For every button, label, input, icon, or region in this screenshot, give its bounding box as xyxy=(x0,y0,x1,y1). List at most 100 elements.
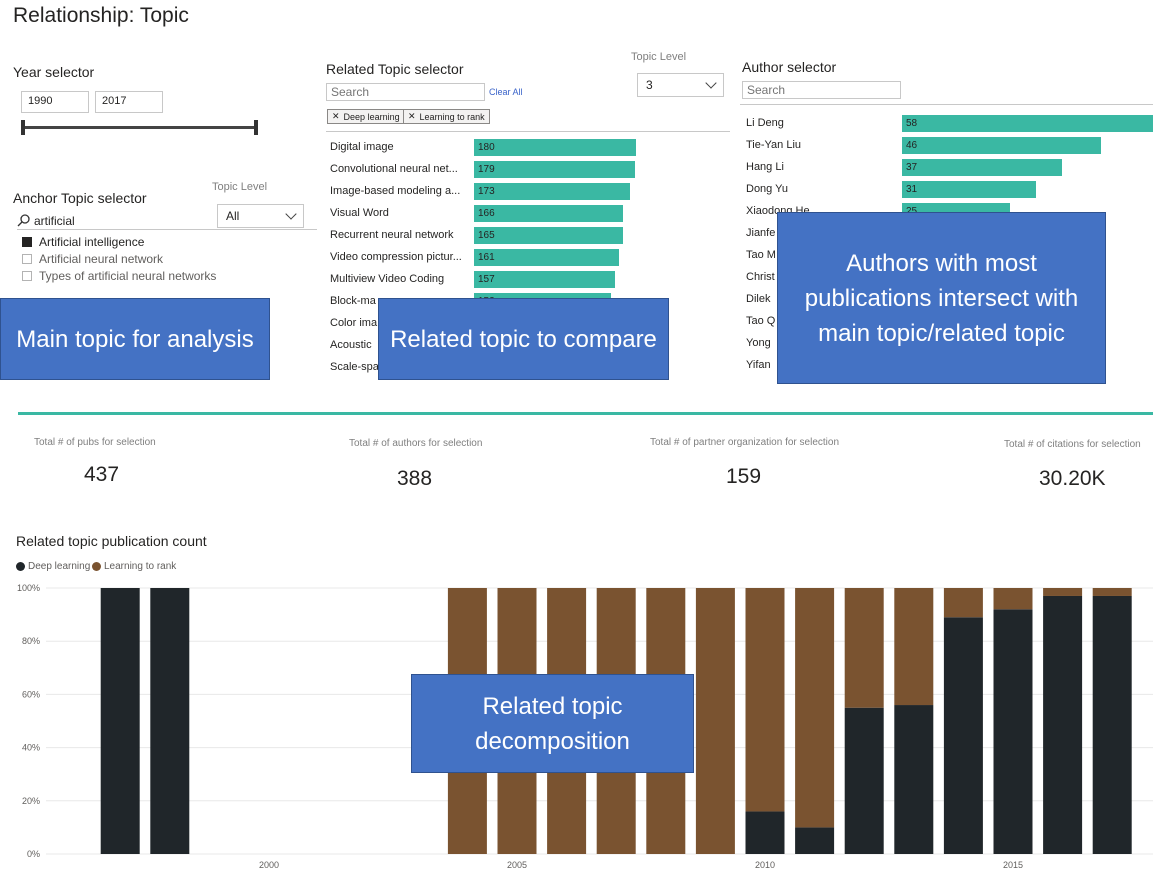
year-slider-start-handle[interactable] xyxy=(21,120,25,135)
bar-list-row[interactable]: Recurrent neural network 165 xyxy=(330,224,730,246)
close-icon[interactable]: ✕ xyxy=(332,111,340,121)
bar-deep-learning[interactable] xyxy=(993,609,1033,854)
x-tick-label: 2015 xyxy=(1003,860,1023,870)
checkbox[interactable] xyxy=(22,253,32,264)
bar-list-label: Multiview Video Coding xyxy=(330,273,445,285)
bar-deep-learning[interactable] xyxy=(1043,595,1083,854)
bar-learning-to-rank[interactable] xyxy=(695,588,735,854)
bar-list-row[interactable]: Digital image 180 xyxy=(330,136,730,158)
bar-list-row[interactable]: Image-based modeling a... 173 xyxy=(330,180,730,202)
bar-list-bar: 58 xyxy=(902,114,1153,132)
bar-list-label: Scale-spa xyxy=(330,361,379,373)
bar-list-label: Acoustic xyxy=(330,339,372,351)
bar-learning-to-rank[interactable] xyxy=(745,588,785,812)
bar-deep-learning[interactable] xyxy=(795,827,835,854)
legend-learning-to-rank[interactable]: Learning to rank xyxy=(92,561,176,572)
clear-all-link[interactable]: Clear All xyxy=(489,87,523,97)
year-slider-end-handle[interactable] xyxy=(254,120,258,135)
related-topic-level-dropdown[interactable]: 3 xyxy=(637,73,724,97)
year-slider-track[interactable] xyxy=(22,126,257,129)
year-from-input[interactable]: 1990 xyxy=(21,91,89,113)
bar-list-label: Digital image xyxy=(330,141,394,153)
stacked-bar-chart[interactable]: 0% 20% 40% 60% 80% 100% 2000 2005 2010 2015 xyxy=(0,578,1153,879)
bar-list-label: Dilek xyxy=(746,293,771,305)
kpi-orgs-value: 159 xyxy=(726,465,762,488)
bar-deep-learning[interactable] xyxy=(1092,595,1132,854)
x-tick-label: 2000 xyxy=(259,860,279,870)
section-separator xyxy=(18,412,1153,415)
bar-learning-to-rank[interactable] xyxy=(943,588,983,618)
anchor-topic-level-dropdown[interactable]: All xyxy=(217,204,304,228)
bar-learning-to-rank[interactable] xyxy=(1092,588,1132,596)
bar-list-row[interactable]: Visual Word 166 xyxy=(330,202,730,224)
bar-list-bar: 173 xyxy=(474,182,630,200)
legend-deep-learning[interactable]: Deep learning xyxy=(16,561,90,572)
search-icon xyxy=(17,214,30,227)
bar-list-row[interactable]: Tie-Yan Liu 46 xyxy=(746,134,1153,156)
bar-list-row[interactable]: Dong Yu 31 xyxy=(746,178,1153,200)
legend-label: Deep learning xyxy=(28,561,91,572)
annotation-authors: Authors with most publications intersect… xyxy=(777,212,1106,384)
bar-list-row[interactable]: Li Deng 58 xyxy=(746,112,1153,134)
kpi-authors-label: Total # of authors for selection xyxy=(349,438,483,449)
bar-list-bar: 157 xyxy=(474,270,615,288)
close-icon[interactable]: ✕ xyxy=(408,111,416,121)
bar-list-bar: 46 xyxy=(902,136,1101,154)
chart-title: Related topic publication count xyxy=(16,533,207,549)
related-topic-level-label: Topic Level xyxy=(631,51,687,63)
bar-deep-learning[interactable] xyxy=(844,707,884,854)
chip-deep-learning[interactable]: ✕ Deep learning xyxy=(327,109,405,124)
bar-list-label: Christ xyxy=(746,271,775,283)
bar-list-row[interactable]: Video compression pictur... 161 xyxy=(330,246,730,268)
bar-list-label: Image-based modeling a... xyxy=(330,185,461,197)
anchor-topic-search-value: artificial xyxy=(34,213,75,228)
y-tick-label: 20% xyxy=(22,796,40,806)
y-tick-label: 0% xyxy=(27,849,40,859)
bar-list-label: Yifan xyxy=(746,359,771,371)
kpi-pubs-value: 437 xyxy=(84,463,120,486)
anchor-topic-item[interactable]: Types of artificial neural networks xyxy=(22,267,216,284)
bar-list-label: Block-ma xyxy=(330,295,376,307)
anchor-topic-level-label: Topic Level xyxy=(212,181,268,193)
bar-learning-to-rank[interactable] xyxy=(844,588,884,708)
anchor-topic-list: Artificial intelligence Artificial neural… xyxy=(22,233,216,284)
bar-list-row[interactable]: Convolutional neural net... 179 xyxy=(330,158,730,180)
legend-label: Learning to rank xyxy=(104,561,177,572)
bar-deep-learning[interactable] xyxy=(894,705,934,854)
bar-list-row[interactable]: Hang Li 37 xyxy=(746,156,1153,178)
bar-learning-to-rank[interactable] xyxy=(993,588,1033,610)
chip-learning-to-rank[interactable]: ✕ Learning to rank xyxy=(403,109,490,124)
bar-list-bar: 161 xyxy=(474,248,619,266)
bar-deep-learning[interactable] xyxy=(150,588,190,854)
bar-list-bar: 31 xyxy=(902,180,1036,198)
anchor-topic-level-value: All xyxy=(226,209,240,223)
related-topic-search-input[interactable] xyxy=(326,83,485,101)
bar-list-label: Visual Word xyxy=(330,207,389,219)
author-search-input[interactable] xyxy=(742,81,901,99)
bar-learning-to-rank[interactable] xyxy=(894,588,934,706)
bar-list-row[interactable]: Multiview Video Coding 157 xyxy=(330,268,730,290)
anchor-topic-search[interactable]: artificial xyxy=(17,212,317,230)
bar-learning-to-rank[interactable] xyxy=(795,588,835,828)
page-title: Relationship: Topic xyxy=(13,4,189,27)
anchor-topic-item[interactable]: Artificial neural network xyxy=(22,250,216,267)
bar-list-bar: 180 xyxy=(474,138,636,156)
bar-deep-learning[interactable] xyxy=(100,588,140,854)
bar-deep-learning[interactable] xyxy=(943,617,983,854)
annotation-related-topic: Related topic to compare xyxy=(378,298,669,380)
checkbox[interactable] xyxy=(22,236,32,247)
checkbox[interactable] xyxy=(22,270,32,281)
kpi-citations-value: 30.20K xyxy=(1039,467,1106,490)
kpi-orgs-label: Total # of partner organization for sele… xyxy=(650,437,839,448)
bar-deep-learning[interactable] xyxy=(745,811,785,854)
bar-list-label: Li Deng xyxy=(746,117,784,129)
chevron-down-icon xyxy=(705,77,717,89)
bar-list-bar: 165 xyxy=(474,226,623,244)
bar-learning-to-rank[interactable] xyxy=(1043,588,1083,596)
bar-list-label: Dong Yu xyxy=(746,183,789,195)
year-to-input[interactable]: 2017 xyxy=(95,91,163,113)
kpi-pubs-label: Total # of pubs for selection xyxy=(34,437,156,448)
anchor-topic-item[interactable]: Artificial intelligence xyxy=(22,233,216,250)
y-tick-label: 60% xyxy=(22,689,40,699)
kpi-citations-label: Total # of citations for selection xyxy=(1004,439,1141,450)
